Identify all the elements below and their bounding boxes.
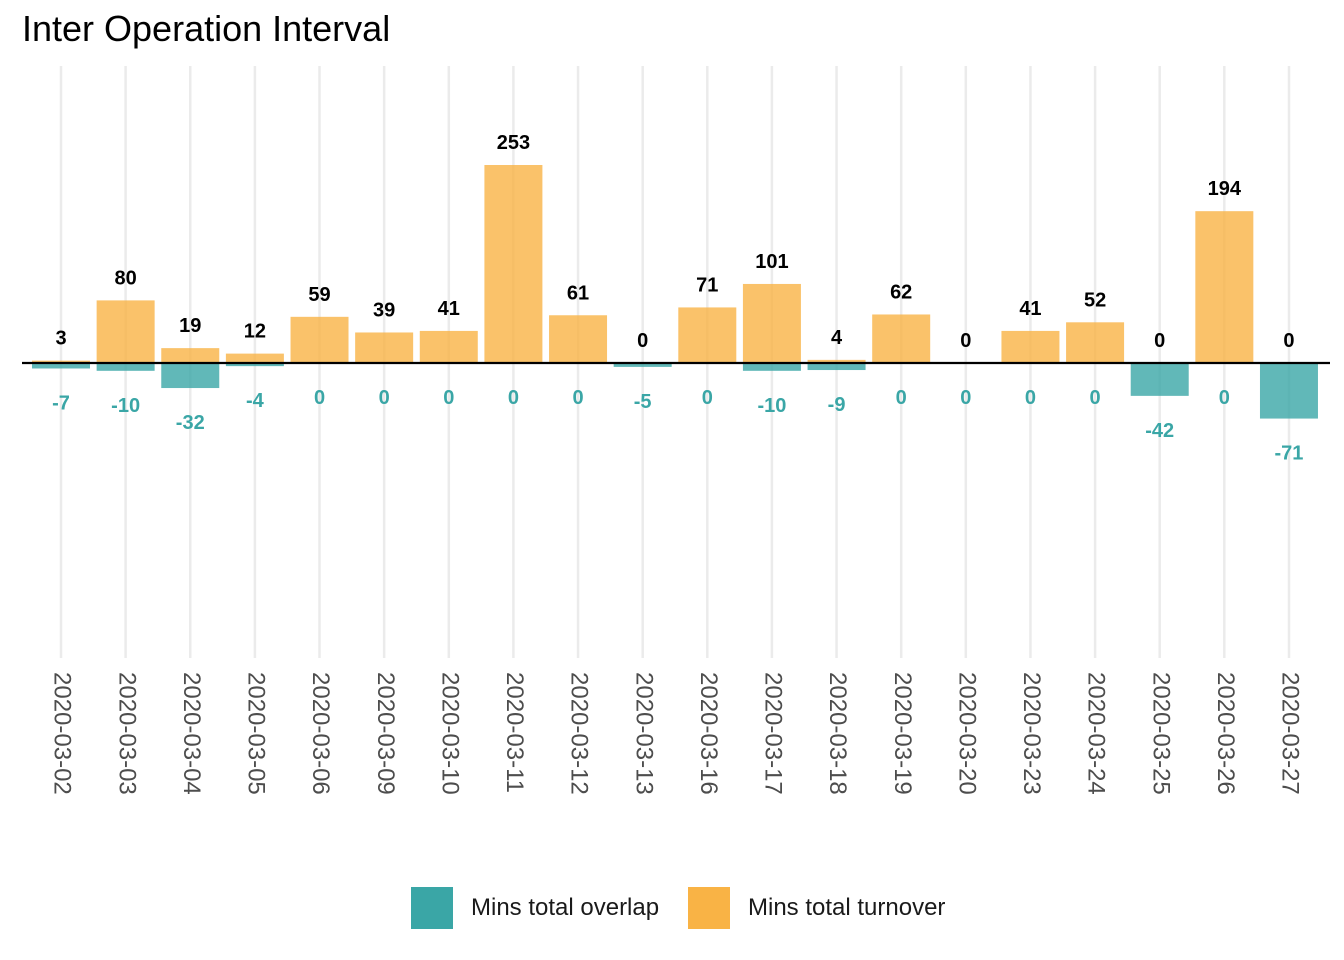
bar-turnover (290, 316, 349, 363)
bar-overlap (96, 363, 155, 371)
data-label-overlap: -7 (52, 392, 70, 414)
x-tick-label: 2020-03-13 (630, 672, 657, 795)
data-label-overlap: -71 (1275, 443, 1304, 465)
x-tick-label: 2020-03-17 (760, 672, 787, 795)
bar-overlap (742, 363, 801, 371)
bar-turnover (678, 307, 737, 363)
data-label-turnover: 59 (308, 284, 330, 306)
data-label-turnover: 101 (755, 251, 788, 273)
x-tick-label: 2020-03-18 (824, 672, 851, 795)
bar-turnover (225, 353, 284, 363)
bar-turnover (1195, 211, 1254, 363)
data-label-overlap: -10 (757, 395, 786, 417)
x-tick-label: 2020-03-24 (1083, 672, 1110, 795)
bar-overlap (613, 363, 672, 367)
bar-turnover (549, 315, 608, 363)
data-label-overlap: 0 (314, 387, 325, 409)
x-tick-label: 2020-03-06 (307, 672, 334, 795)
bar-overlap (161, 363, 220, 389)
bar-turnover (96, 300, 155, 363)
legend-item-overlap: Mins total overlap (411, 886, 659, 930)
data-label-turnover: 41 (438, 298, 460, 320)
bar-overlap (225, 363, 284, 367)
x-tick-label: 2020-03-23 (1018, 672, 1045, 795)
data-label-overlap: 0 (1025, 387, 1036, 409)
bar-turnover (1066, 322, 1125, 363)
bar-turnover (32, 360, 90, 363)
data-label-overlap: 0 (896, 387, 907, 409)
data-label-turnover: 61 (567, 282, 589, 304)
x-tick-label: 2020-03-26 (1212, 672, 1239, 795)
x-tick-label: 2020-03-04 (178, 672, 205, 795)
data-label-overlap: 0 (1219, 387, 1230, 409)
x-tick-label: 2020-03-03 (113, 672, 140, 795)
data-label-turnover: 253 (497, 132, 530, 154)
x-tick-label: 2020-03-11 (501, 672, 528, 793)
legend-swatch-overlap (411, 887, 453, 929)
data-label-overlap: -5 (634, 391, 652, 413)
data-label-turnover: 41 (1019, 298, 1041, 320)
x-tick-label: 2020-03-27 (1277, 672, 1304, 795)
chart-title: Inter Operation Interval (22, 8, 391, 49)
legend-label-overlap: Mins total overlap (471, 894, 660, 921)
legend: Mins total overlap Mins total turnover (0, 886, 1344, 930)
x-tick-label: 2020-03-02 (49, 672, 76, 795)
data-label-overlap: 0 (443, 387, 454, 409)
data-label-overlap: 0 (572, 387, 583, 409)
data-label-turnover: 39 (373, 299, 395, 321)
x-tick-label: 2020-03-16 (695, 672, 722, 795)
data-label-overlap: -4 (246, 390, 265, 412)
x-tick-label: 2020-03-19 (889, 672, 916, 795)
data-label-overlap: -42 (1145, 420, 1174, 442)
data-label-overlap: 0 (379, 387, 390, 409)
data-label-overlap: -32 (176, 412, 205, 434)
x-tick-label: 2020-03-20 (953, 672, 980, 795)
legend-label-turnover: Mins total turnover (748, 894, 946, 921)
bar-turnover (355, 332, 414, 363)
data-label-overlap: -10 (111, 395, 140, 417)
bar-turnover (161, 348, 220, 363)
bar-turnover (1001, 330, 1060, 363)
data-label-turnover: 4 (831, 327, 843, 349)
x-tick-label: 2020-03-10 (436, 672, 463, 795)
data-label-turnover: 19 (179, 315, 201, 337)
legend-item-turnover: Mins total turnover (688, 886, 945, 930)
data-label-overlap: 0 (1090, 387, 1101, 409)
bar-overlap (32, 363, 90, 369)
bar-overlap (1130, 363, 1189, 396)
bar-overlap (1259, 363, 1318, 419)
data-label-turnover: 0 (960, 330, 971, 352)
x-tick-label: 2020-03-09 (372, 672, 399, 795)
bar-turnover (419, 330, 478, 363)
data-label-overlap: 0 (702, 387, 713, 409)
x-tick-label: 2020-03-25 (1147, 672, 1174, 795)
data-label-overlap: -9 (828, 394, 846, 416)
bar-overlap (807, 363, 866, 371)
data-label-turnover: 62 (890, 281, 912, 303)
data-label-overlap: 0 (960, 387, 971, 409)
bar-turnover (872, 314, 931, 363)
bar-turnover (807, 359, 866, 363)
data-label-turnover: 71 (696, 274, 718, 296)
bar-turnover (484, 165, 543, 363)
data-label-turnover: 0 (1283, 330, 1294, 352)
data-label-turnover: 12 (244, 321, 266, 343)
data-label-turnover: 80 (115, 267, 137, 289)
x-tick-label: 2020-03-05 (243, 672, 270, 795)
x-tick-label: 2020-03-12 (566, 672, 593, 795)
data-label-turnover: 52 (1084, 289, 1106, 311)
bar-turnover (742, 283, 801, 363)
data-label-overlap: 0 (508, 387, 519, 409)
data-label-turnover: 0 (637, 330, 648, 352)
legend-swatch-turnover (688, 887, 730, 929)
data-label-turnover: 3 (55, 328, 66, 350)
data-label-turnover: 194 (1208, 178, 1242, 200)
data-label-turnover: 0 (1154, 330, 1165, 352)
